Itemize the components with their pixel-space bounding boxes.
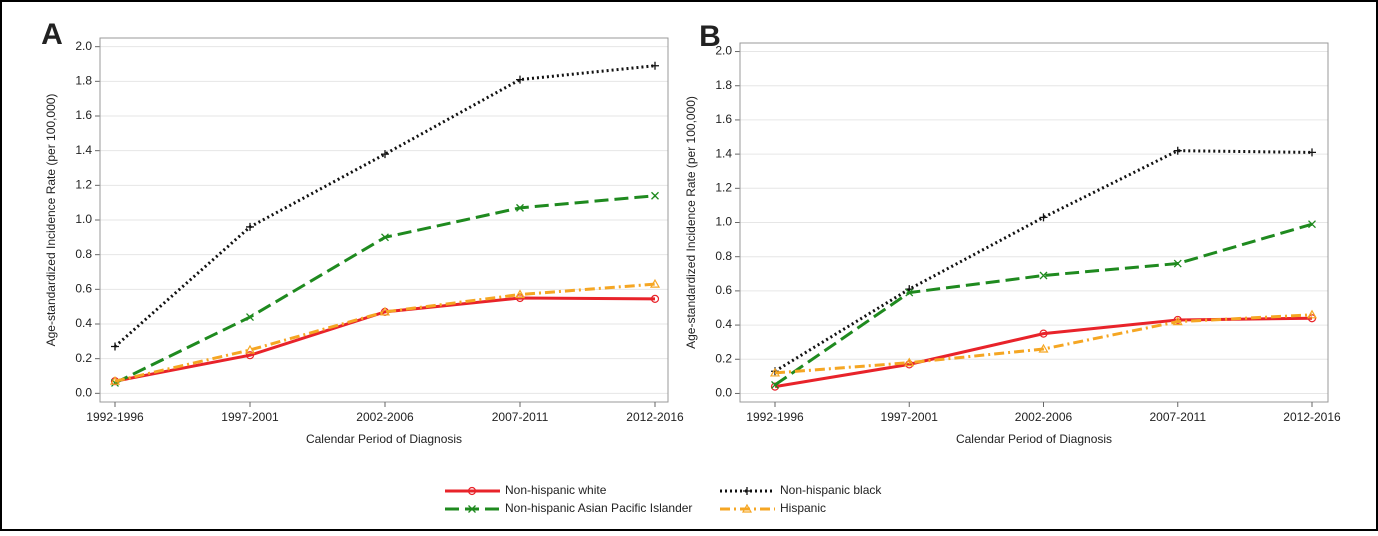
y-tick-label: 0.4 <box>715 317 732 331</box>
marker <box>651 61 659 70</box>
y-tick-label: 0.8 <box>75 247 92 261</box>
legend-label: Non-hispanic Asian Pacific Islander <box>505 501 692 515</box>
y-tick-label: 2.0 <box>75 39 92 53</box>
panel-label: B <box>699 20 721 53</box>
marker <box>516 203 524 212</box>
y-tick-label: 1.0 <box>75 212 92 226</box>
marker <box>467 486 477 496</box>
series-line <box>774 222 1313 387</box>
x-tick-label: 2007-2011 <box>492 410 549 424</box>
x-tick-label: 2007-2011 <box>1150 410 1207 424</box>
legend-label: Non-hispanic white <box>505 483 607 497</box>
marker <box>769 367 781 377</box>
marker <box>244 344 256 354</box>
marker <box>1173 315 1182 325</box>
marker <box>649 278 661 288</box>
marker <box>905 288 914 297</box>
marker <box>1308 220 1316 229</box>
marker <box>468 505 476 513</box>
y-tick-label: 1.2 <box>715 180 732 194</box>
marker <box>1173 146 1182 155</box>
series-line <box>114 64 656 348</box>
marker <box>1039 213 1048 222</box>
marker <box>381 233 389 242</box>
series-line <box>114 282 656 383</box>
y-tick-label: 1.6 <box>75 108 92 122</box>
marker <box>904 357 915 367</box>
marker <box>1173 259 1182 268</box>
marker <box>743 487 751 495</box>
y-tick-label: 1.4 <box>75 143 92 157</box>
x-tick-label: 2012-2016 <box>626 410 684 424</box>
x-tick-label: 2002-2006 <box>1015 410 1073 424</box>
marker <box>109 375 121 385</box>
y-axis-label: Age-standardized Incidence Rate (per 100… <box>44 94 58 347</box>
y-tick-label: 0.2 <box>75 351 92 365</box>
marker <box>246 313 254 322</box>
y-tick-label: 0.6 <box>75 282 92 296</box>
marker <box>514 289 526 299</box>
marker <box>111 342 119 351</box>
x-tick-label: 1997-2001 <box>221 410 279 424</box>
legend-label: Hispanic <box>780 501 826 515</box>
marker <box>1039 271 1048 280</box>
plot-area <box>99 37 669 403</box>
x-tick-label: 1997-2001 <box>881 410 939 424</box>
plot-area <box>739 42 1329 403</box>
marker <box>651 191 659 200</box>
marker <box>379 306 391 316</box>
x-tick-label: 1992-1996 <box>86 410 144 424</box>
marker <box>1172 316 1183 326</box>
y-tick-label: 1.8 <box>75 74 92 88</box>
y-tick-label: 1.4 <box>715 146 732 160</box>
x-tick-label: 2012-2016 <box>1283 410 1341 424</box>
marker <box>1038 343 1049 353</box>
x-axis-label: Calendar Period of Diagnosis <box>956 432 1112 446</box>
marker <box>516 75 524 84</box>
y-tick-label: 0.0 <box>75 386 92 400</box>
y-tick-label: 1.8 <box>715 78 732 92</box>
x-tick-label: 1992-1996 <box>746 410 804 424</box>
y-tick-label: 0.0 <box>715 386 732 400</box>
marker <box>771 380 779 389</box>
series-line <box>774 313 1313 375</box>
x-axis-label: Calendar Period of Diagnosis <box>306 432 462 446</box>
y-tick-label: 0.8 <box>715 249 732 263</box>
y-tick-label: 0.2 <box>715 351 732 365</box>
y-tick-label: 1.2 <box>75 178 92 192</box>
series-line <box>114 296 656 383</box>
legend-label: Non-hispanic black <box>780 483 882 497</box>
marker <box>650 294 660 303</box>
y-axis-label: Age-standardized Incidence Rate (per 100… <box>684 96 698 349</box>
y-tick-label: 1.0 <box>715 215 732 229</box>
series-line <box>774 316 1313 389</box>
marker <box>1039 329 1048 338</box>
marker <box>246 222 254 231</box>
x-tick-label: 2002-2006 <box>356 410 414 424</box>
y-tick-label: 1.6 <box>715 112 732 126</box>
y-tick-label: 0.6 <box>715 283 732 297</box>
marker <box>741 503 753 513</box>
marker <box>381 150 389 159</box>
marker <box>1306 309 1318 319</box>
marker <box>245 351 255 360</box>
panel-label: A <box>41 18 63 51</box>
y-tick-label: 0.4 <box>75 316 92 330</box>
marker <box>1308 148 1316 157</box>
y-tick-label: 2.0 <box>715 44 732 58</box>
